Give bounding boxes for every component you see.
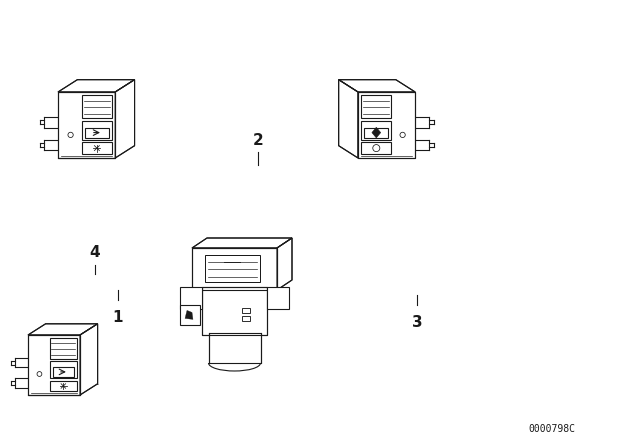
Bar xyxy=(180,306,200,325)
Bar xyxy=(362,95,391,118)
Text: 4: 4 xyxy=(90,245,100,260)
Polygon shape xyxy=(28,335,80,395)
Bar xyxy=(362,142,391,154)
Polygon shape xyxy=(192,248,277,290)
Bar xyxy=(209,333,260,363)
Bar xyxy=(362,121,391,139)
Text: 3: 3 xyxy=(412,315,422,330)
Polygon shape xyxy=(192,238,292,248)
Polygon shape xyxy=(28,324,97,335)
Text: 1: 1 xyxy=(113,310,124,325)
Bar xyxy=(364,128,388,138)
Polygon shape xyxy=(185,310,193,319)
Polygon shape xyxy=(202,287,267,335)
Bar xyxy=(82,142,112,154)
Polygon shape xyxy=(339,80,358,158)
Bar xyxy=(205,255,260,282)
Polygon shape xyxy=(339,80,415,92)
Bar xyxy=(52,367,74,376)
Polygon shape xyxy=(277,238,292,290)
Polygon shape xyxy=(372,127,381,138)
Bar xyxy=(180,287,202,309)
Polygon shape xyxy=(58,80,134,92)
Bar xyxy=(50,362,77,378)
Bar xyxy=(50,381,77,392)
Bar xyxy=(243,315,250,321)
Bar xyxy=(82,95,112,118)
Bar xyxy=(267,287,289,309)
Bar xyxy=(85,128,109,138)
Text: 2: 2 xyxy=(253,133,264,148)
Bar xyxy=(50,338,77,359)
Polygon shape xyxy=(358,92,415,158)
Polygon shape xyxy=(58,92,115,158)
Polygon shape xyxy=(115,80,134,158)
Polygon shape xyxy=(80,324,97,395)
Bar xyxy=(82,121,112,139)
Text: 0000798C: 0000798C xyxy=(528,424,575,434)
Bar xyxy=(202,287,267,335)
Bar xyxy=(243,308,250,313)
